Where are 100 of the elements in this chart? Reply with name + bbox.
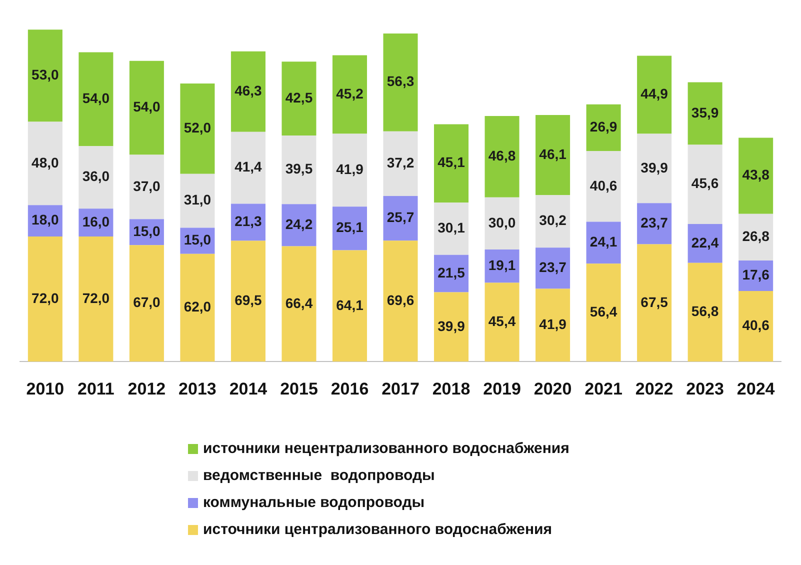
data-label: 31,0 xyxy=(184,192,212,208)
bar xyxy=(383,196,418,241)
bar xyxy=(637,56,672,134)
data-label: 48,0 xyxy=(32,154,60,170)
data-label: 21,3 xyxy=(234,213,262,230)
data-label: 37,0 xyxy=(133,178,161,194)
bar xyxy=(230,240,266,362)
data-label: 66,4 xyxy=(285,294,313,311)
data-label: 40,6 xyxy=(590,177,618,194)
data-label: 39,9 xyxy=(438,318,466,334)
bar xyxy=(180,84,215,174)
bar xyxy=(28,122,62,206)
data-label: 56,4 xyxy=(590,303,618,320)
bar xyxy=(586,222,621,264)
bar xyxy=(586,151,621,222)
bar xyxy=(230,51,266,132)
bar xyxy=(484,116,520,198)
bar xyxy=(688,82,722,145)
data-label: 15,0 xyxy=(133,222,161,239)
data-label: 53,0 xyxy=(32,66,60,83)
data-label: 45,4 xyxy=(488,313,516,330)
data-label: 45,1 xyxy=(438,154,466,170)
data-label: 69,6 xyxy=(386,292,414,308)
data-label: 17,6 xyxy=(742,266,770,283)
x-tick-label: 2015 xyxy=(280,379,318,398)
bar xyxy=(332,134,367,207)
bar xyxy=(434,202,469,255)
bar xyxy=(383,240,418,362)
x-tick-label: 2016 xyxy=(330,379,369,398)
data-label: 15,0 xyxy=(184,232,212,248)
data-label: 24,2 xyxy=(285,216,313,232)
data-label: 41,4 xyxy=(234,158,262,175)
bar xyxy=(586,264,621,362)
data-label: 46,8 xyxy=(488,148,516,164)
bar xyxy=(738,138,774,214)
data-label: 62,0 xyxy=(184,298,212,315)
bar xyxy=(637,203,672,244)
x-tick-label: 2012 xyxy=(128,379,166,398)
legend-label: коммунальные водопроводы xyxy=(203,494,425,511)
data-label: 37,2 xyxy=(386,154,414,170)
data-label: 35,9 xyxy=(691,104,719,120)
bar xyxy=(332,206,367,250)
x-tick-label: 2018 xyxy=(432,379,470,398)
bar xyxy=(688,262,722,362)
data-label: 16,0 xyxy=(82,213,110,230)
legend-label: источники нецентрализованного водоснабжения xyxy=(203,440,570,457)
x-tick-label: 2013 xyxy=(178,379,216,398)
data-label: 19,1 xyxy=(488,256,516,273)
bar xyxy=(484,197,520,250)
bar xyxy=(129,245,164,362)
bar xyxy=(536,114,570,196)
x-tick-label: 2021 xyxy=(584,379,622,398)
bar xyxy=(637,244,672,362)
bar xyxy=(383,33,418,132)
bar xyxy=(383,131,418,196)
bar xyxy=(282,135,316,204)
bar xyxy=(738,291,774,362)
bar xyxy=(78,146,114,209)
data-label: 72,0 xyxy=(32,290,60,306)
data-label: 45,2 xyxy=(336,85,364,102)
data-label: 69,5 xyxy=(234,292,262,308)
bar xyxy=(688,144,722,224)
x-tick-label: 2011 xyxy=(77,379,114,398)
x-tick-label: 2022 xyxy=(635,379,674,398)
data-label: 30,1 xyxy=(438,220,466,236)
data-label: 30,0 xyxy=(488,214,516,230)
data-label: 36,0 xyxy=(82,168,110,184)
bar xyxy=(536,195,570,248)
bar xyxy=(536,288,570,362)
data-label: 24,1 xyxy=(590,233,618,250)
data-label: 67,5 xyxy=(640,294,668,310)
data-label: 41,9 xyxy=(539,316,567,332)
data-label: 39,9 xyxy=(640,159,668,176)
data-label: 56,8 xyxy=(691,303,719,320)
data-label: 23,7 xyxy=(539,259,567,276)
data-label: 67,0 xyxy=(133,294,161,310)
data-label: 21,5 xyxy=(438,264,466,280)
x-tick-label: 2010 xyxy=(26,379,64,398)
data-label: 18,0 xyxy=(32,212,60,228)
legend-label: ведомственные водопроводы xyxy=(203,467,435,484)
bar xyxy=(129,154,164,220)
data-label: 45,6 xyxy=(691,175,719,192)
x-tick-label: 2020 xyxy=(534,379,572,398)
x-tick-label: 2019 xyxy=(483,379,521,398)
bar xyxy=(180,174,215,228)
data-label: 72,0 xyxy=(82,290,110,306)
data-label: 64,1 xyxy=(336,296,364,313)
legend-label: источники централизованного водоснабжения xyxy=(203,521,552,538)
bar xyxy=(282,62,316,136)
data-label: 52,0 xyxy=(184,120,212,136)
x-tick-label: 2017 xyxy=(382,379,420,398)
data-label: 23,7 xyxy=(640,214,668,231)
data-label: 42,5 xyxy=(285,89,313,106)
data-label: 26,8 xyxy=(742,228,770,244)
data-label: 44,9 xyxy=(640,86,668,102)
bar xyxy=(129,60,164,155)
data-label: 40,6 xyxy=(742,317,770,334)
data-label: 25,7 xyxy=(386,209,414,226)
bar xyxy=(536,248,570,289)
data-label: 56,3 xyxy=(386,73,414,90)
